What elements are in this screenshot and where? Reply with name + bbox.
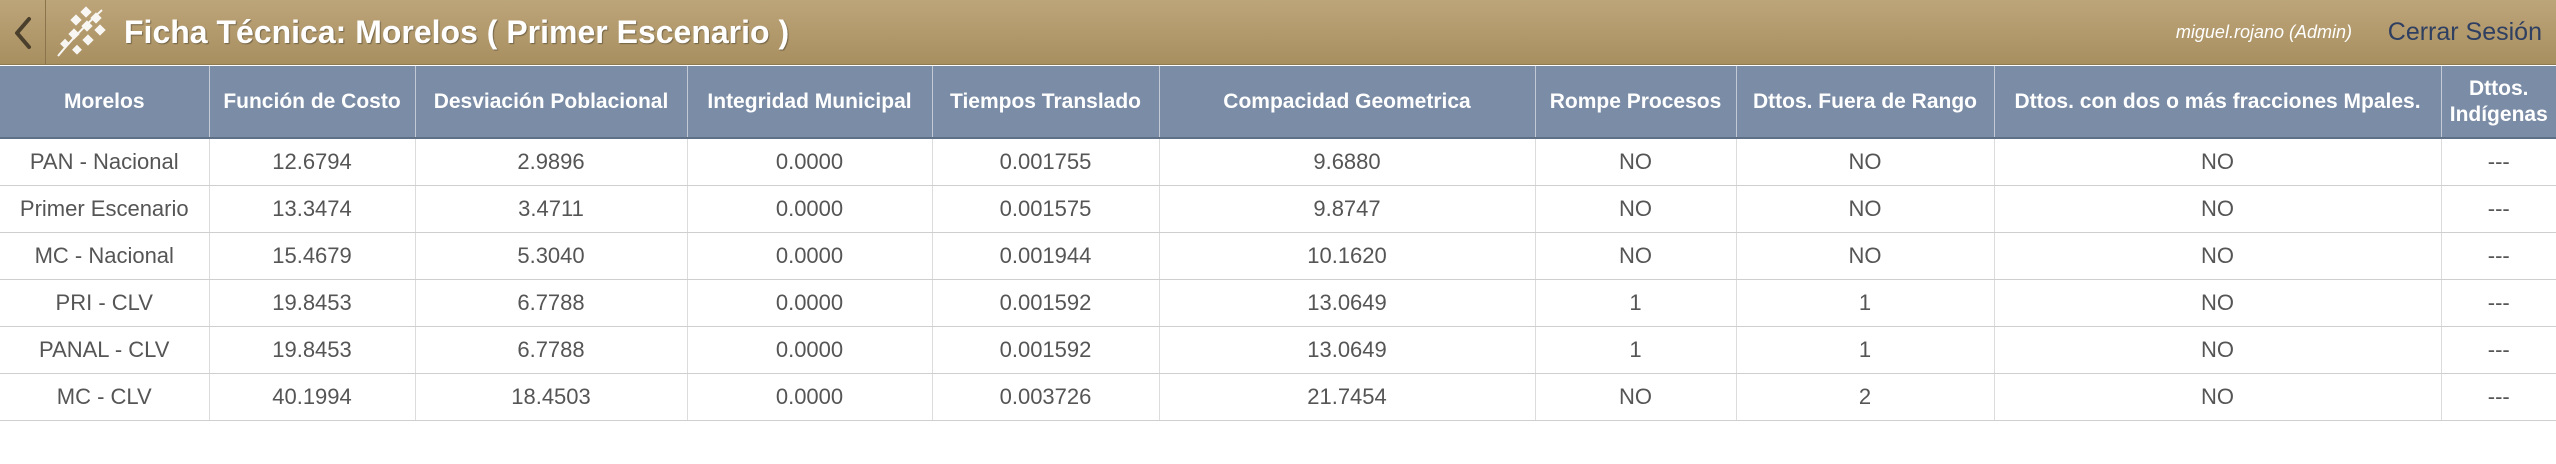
column-header: Dttos. con dos o más fracciones Mpales. [1994, 66, 2442, 139]
table-cell: 0.0000 [687, 279, 933, 327]
table-cell: 1 [1736, 326, 1995, 374]
column-header: Tiempos Translado [932, 66, 1160, 139]
table-row: MC - Nacional 15.4679 5.3040 0.0000 0.00… [0, 232, 2556, 280]
column-header: Compacidad Geometrica [1159, 66, 1536, 139]
table-cell: NO [1994, 185, 2442, 233]
table-cell: 21.7454 [1159, 373, 1536, 421]
column-header: Desviación Poblacional [415, 66, 688, 139]
table-cell: PRI - CLV [0, 279, 210, 327]
table-cell: Primer Escenario [0, 185, 210, 233]
table-header-row: Morelos Función de Costo Desviación Pobl… [0, 66, 2556, 139]
table-cell: 15.4679 [209, 232, 416, 280]
table-cell: 1 [1535, 326, 1737, 374]
column-header: Dttos. Indígenas [2441, 66, 2556, 139]
table-cell: 1 [1736, 279, 1995, 327]
table-cell: 0.0000 [687, 185, 933, 233]
table-cell: NO [1535, 185, 1737, 233]
table-cell: 19.8453 [209, 326, 416, 374]
page-title: Ficha Técnica: Morelos ( Primer Escenari… [124, 14, 790, 50]
table-cell: NO [1994, 279, 2442, 327]
table-cell: 2 [1736, 373, 1995, 421]
table-cell: 18.4503 [415, 373, 688, 421]
table-cell: --- [2441, 138, 2556, 186]
column-header: Función de Costo [209, 66, 416, 139]
table-row: PAN - Nacional 12.6794 2.9896 0.0000 0.0… [0, 138, 2556, 186]
table-cell: 1 [1535, 279, 1737, 327]
logout-link[interactable]: Cerrar Sesión [2387, 18, 2542, 46]
table-cell: 19.8453 [209, 279, 416, 327]
table-cell: NO [1736, 138, 1995, 186]
table-cell: --- [2441, 185, 2556, 233]
table-cell: 10.1620 [1159, 232, 1536, 280]
column-header: Integridad Municipal [687, 66, 933, 139]
technical-sheet-table: Morelos Función de Costo Desviación Pobl… [0, 66, 2556, 421]
table-cell: NO [1736, 185, 1995, 233]
table-cell: 0.0000 [687, 326, 933, 374]
chevron-left-icon [14, 16, 31, 49]
table-cell: 9.6880 [1159, 138, 1536, 186]
table-cell: NO [1994, 326, 2442, 374]
table-cell: 0.001755 [932, 138, 1160, 186]
table-cell: 6.7788 [415, 279, 688, 327]
back-button[interactable] [0, 0, 46, 65]
table-cell: 6.7788 [415, 326, 688, 374]
table-row: PRI - CLV 19.8453 6.7788 0.0000 0.001592… [0, 279, 2556, 327]
table-cell: NO [1535, 232, 1737, 280]
table-cell: PAN - Nacional [0, 138, 210, 186]
table-cell: NO [1535, 373, 1737, 421]
table-cell: 13.0649 [1159, 326, 1536, 374]
table-cell: --- [2441, 373, 2556, 421]
table-cell: MC - CLV [0, 373, 210, 421]
table-cell: 5.3040 [415, 232, 688, 280]
table-cell: 0.0000 [687, 138, 933, 186]
column-header: Rompe Procesos [1535, 66, 1737, 139]
table-cell: 3.4711 [415, 185, 688, 233]
table-cell: 0.001592 [932, 326, 1160, 374]
table-cell: 0.001592 [932, 279, 1160, 327]
table-cell: --- [2441, 279, 2556, 327]
table-cell: NO [1994, 138, 2442, 186]
table-cell: 13.0649 [1159, 279, 1536, 327]
table-cell: 0.003726 [932, 373, 1160, 421]
app-header: Ficha Técnica: Morelos ( Primer Escenari… [0, 0, 2556, 65]
column-header: Morelos [0, 66, 210, 139]
table-cell: PANAL - CLV [0, 326, 210, 374]
table-cell: NO [1736, 232, 1995, 280]
institution-logo-icon [57, 6, 106, 57]
table-cell: 9.8747 [1159, 185, 1536, 233]
table-cell: MC - Nacional [0, 232, 210, 280]
table-row: MC - CLV 40.1994 18.4503 0.0000 0.003726… [0, 373, 2556, 421]
table-cell: NO [1994, 232, 2442, 280]
table-cell: 13.3474 [209, 185, 416, 233]
table-cell: 0.0000 [687, 232, 933, 280]
table-cell: --- [2441, 326, 2556, 374]
table-cell: --- [2441, 232, 2556, 280]
table-row: Primer Escenario 13.3474 3.4711 0.0000 0… [0, 185, 2556, 233]
table-cell: 2.9896 [415, 138, 688, 186]
table-cell: 12.6794 [209, 138, 416, 186]
table-cell: NO [1535, 138, 1737, 186]
table-cell: NO [1994, 373, 2442, 421]
table-row: PANAL - CLV 19.8453 6.7788 0.0000 0.0015… [0, 326, 2556, 374]
column-header: Dttos. Fuera de Rango [1736, 66, 1995, 139]
table-cell: 0.001944 [932, 232, 1160, 280]
table-cell: 0.0000 [687, 373, 933, 421]
table-cell: 40.1994 [209, 373, 416, 421]
user-label: miguel.rojano (Admin) [2175, 22, 2352, 42]
table-cell: 0.001575 [932, 185, 1160, 233]
